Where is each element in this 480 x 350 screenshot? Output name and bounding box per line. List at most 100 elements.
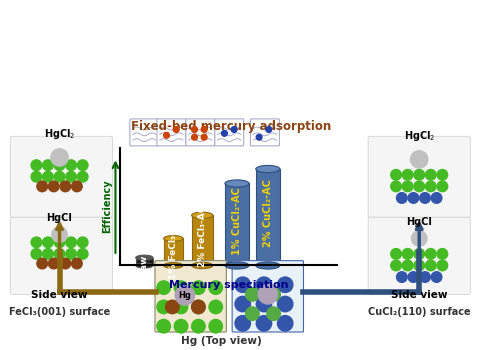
Circle shape	[425, 181, 436, 192]
Circle shape	[174, 300, 188, 314]
Circle shape	[174, 320, 188, 333]
Circle shape	[425, 248, 436, 259]
FancyBboxPatch shape	[225, 183, 249, 265]
Circle shape	[437, 169, 448, 180]
Circle shape	[402, 260, 413, 271]
Ellipse shape	[192, 262, 213, 269]
Circle shape	[31, 248, 42, 259]
Circle shape	[31, 160, 42, 170]
Circle shape	[267, 307, 280, 320]
FancyBboxPatch shape	[215, 119, 244, 146]
Circle shape	[166, 300, 179, 314]
Circle shape	[396, 272, 407, 282]
Circle shape	[420, 193, 430, 203]
Text: CuCl₂(110) surface: CuCl₂(110) surface	[368, 307, 470, 317]
Circle shape	[258, 285, 277, 304]
Circle shape	[54, 248, 65, 259]
FancyBboxPatch shape	[251, 119, 279, 146]
Circle shape	[431, 272, 442, 282]
Circle shape	[175, 286, 194, 305]
Circle shape	[48, 181, 59, 192]
Circle shape	[60, 258, 71, 269]
Circle shape	[192, 320, 205, 333]
Ellipse shape	[225, 262, 249, 269]
Circle shape	[402, 169, 413, 180]
FancyBboxPatch shape	[164, 238, 183, 265]
Circle shape	[72, 181, 82, 192]
Circle shape	[43, 160, 53, 170]
Circle shape	[43, 172, 53, 182]
Circle shape	[31, 172, 42, 182]
Circle shape	[277, 316, 293, 331]
Text: Raw AC: Raw AC	[140, 239, 149, 277]
Ellipse shape	[256, 166, 280, 173]
Circle shape	[410, 151, 428, 168]
Circle shape	[235, 277, 251, 293]
FancyBboxPatch shape	[368, 136, 470, 217]
FancyBboxPatch shape	[11, 136, 113, 217]
Circle shape	[77, 248, 88, 259]
Circle shape	[391, 181, 401, 192]
Circle shape	[192, 281, 205, 294]
Circle shape	[192, 127, 197, 132]
Circle shape	[192, 300, 205, 314]
Circle shape	[209, 281, 223, 294]
Circle shape	[256, 134, 262, 140]
Circle shape	[66, 248, 76, 259]
Circle shape	[391, 169, 401, 180]
Circle shape	[420, 272, 430, 282]
Circle shape	[43, 237, 53, 247]
Circle shape	[256, 296, 272, 312]
Circle shape	[31, 237, 42, 247]
Text: 1% FeCl₃-AC: 1% FeCl₃-AC	[169, 217, 178, 279]
Circle shape	[437, 260, 448, 271]
Text: Fixed-bed mercury adsorption: Fixed-bed mercury adsorption	[131, 120, 331, 133]
Circle shape	[157, 300, 170, 314]
Circle shape	[37, 181, 48, 192]
Ellipse shape	[136, 255, 153, 260]
Circle shape	[201, 127, 207, 132]
Circle shape	[277, 296, 293, 312]
Circle shape	[246, 307, 259, 320]
Circle shape	[277, 277, 293, 293]
Circle shape	[391, 248, 401, 259]
Text: 2% CuCl₂-AC: 2% CuCl₂-AC	[263, 180, 273, 247]
Circle shape	[437, 181, 448, 192]
Circle shape	[266, 127, 272, 132]
Circle shape	[396, 193, 407, 203]
Circle shape	[402, 248, 413, 259]
Circle shape	[173, 127, 179, 132]
Circle shape	[192, 300, 205, 314]
Circle shape	[414, 260, 424, 271]
Text: Hg: Hg	[179, 291, 192, 300]
Circle shape	[77, 160, 88, 170]
Circle shape	[77, 237, 88, 247]
Circle shape	[222, 131, 228, 136]
FancyBboxPatch shape	[136, 258, 153, 265]
Circle shape	[48, 258, 59, 269]
Text: Hg (Top view): Hg (Top view)	[181, 336, 262, 346]
Ellipse shape	[164, 236, 183, 241]
Text: HgCl: HgCl	[406, 217, 432, 227]
Circle shape	[425, 260, 436, 271]
Text: HgCl: HgCl	[47, 213, 72, 223]
Text: HgCl$_2$: HgCl$_2$	[44, 127, 75, 141]
Circle shape	[77, 172, 88, 182]
Circle shape	[201, 134, 207, 140]
Circle shape	[164, 132, 169, 138]
Circle shape	[231, 127, 237, 132]
Circle shape	[192, 134, 197, 140]
Text: Side view: Side view	[391, 290, 447, 300]
Circle shape	[66, 172, 76, 182]
Circle shape	[157, 320, 170, 333]
Circle shape	[72, 258, 82, 269]
Text: Side view: Side view	[31, 290, 88, 300]
Circle shape	[54, 172, 65, 182]
Text: 2% FeCl₃-AC: 2% FeCl₃-AC	[198, 206, 207, 267]
Circle shape	[54, 237, 65, 247]
Circle shape	[66, 160, 76, 170]
FancyBboxPatch shape	[130, 119, 159, 146]
Circle shape	[209, 320, 223, 333]
Circle shape	[267, 288, 280, 301]
FancyBboxPatch shape	[186, 119, 215, 146]
